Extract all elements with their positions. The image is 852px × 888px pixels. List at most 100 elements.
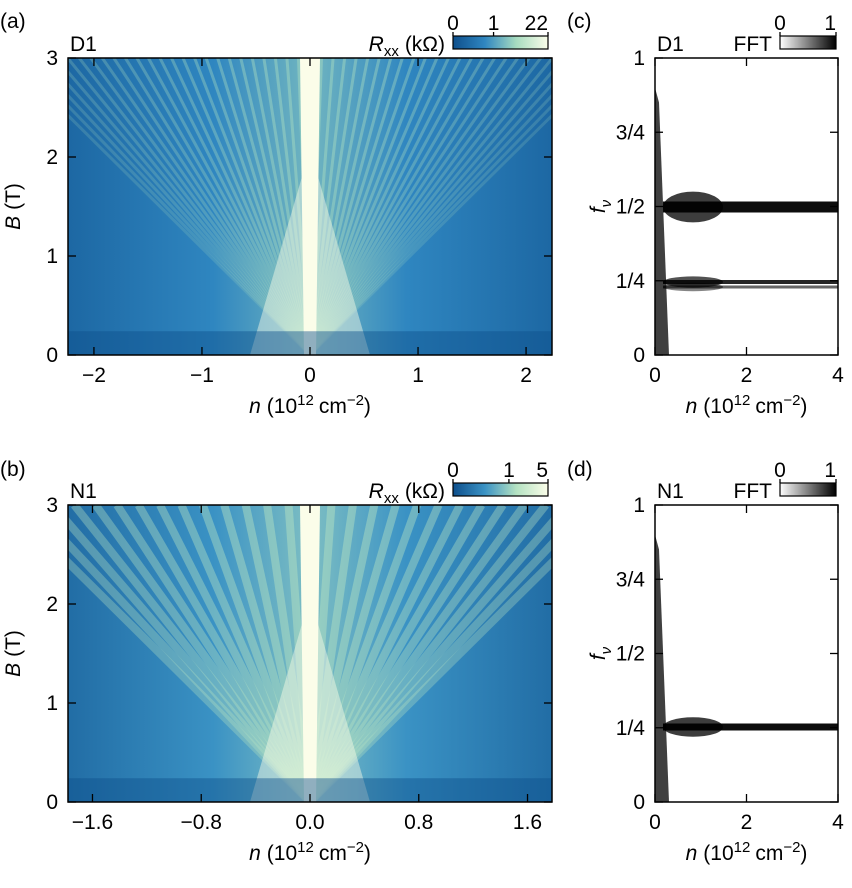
x-axis-label: n (1012 cm−2) [249,392,371,418]
plot-area [655,505,838,802]
x-tick-label: −2 [82,364,106,387]
fan-line [68,516,314,802]
fan-line [306,505,549,802]
fan-line [177,505,314,802]
label-exponent: 12 [297,392,314,409]
fan-line [308,103,552,355]
label-part: cm [755,842,783,865]
fan-line [308,113,552,355]
y-tick-label: 3 [46,494,58,517]
sample-label: N1 [70,480,97,503]
fan-line [92,505,314,802]
label-exponent: 12 [297,839,314,856]
fft-peak-line [663,285,838,289]
fft-peak-blob [663,282,723,292]
colorbar-tick-label: 1 [503,459,515,482]
x-tick-label: 1.6 [513,811,542,834]
fan-line [68,93,312,355]
fan-line [306,505,485,802]
y-tick-label: 3/4 [616,568,646,591]
x-tick-label: 2 [741,811,753,834]
fan-line [308,58,543,355]
plot-area [68,505,552,802]
fan-line [147,58,312,355]
label-part: cm [319,842,347,865]
label-part: (10 [267,395,297,418]
x-tick-label: 0 [649,364,661,387]
fan-line [68,103,312,355]
sample-label: N1 [657,480,684,503]
colorbar-tick-label: 1 [824,459,836,482]
fan-line [263,505,314,802]
y-tick-label: 1 [46,692,58,715]
label-symbol: f [587,205,610,213]
fan-line [308,58,496,355]
fan-line [199,505,314,802]
x-tick-label: −1.6 [72,811,113,834]
colorbar-tick-label: 0 [447,459,459,482]
fan-line [156,505,314,802]
label-unit: (kΩ) [405,480,445,503]
plot-area [68,58,552,355]
label-subscript: xx [384,490,400,507]
y-tick-label: 3/4 [616,121,646,144]
fan-line [135,58,312,355]
colorbar-tick-label: 0 [447,12,459,35]
label-exponent: −2 [783,839,800,856]
x-tick-label: 0 [649,811,661,834]
colorbar-tick-label: 1 [488,12,500,35]
fan-line [308,58,462,355]
label-exponent: −2 [347,839,364,856]
x-tick-label: 2 [520,364,532,387]
fan-line [306,505,421,802]
fan-line [306,505,400,802]
fan-line [241,505,314,802]
fan-line [170,58,312,355]
fan-line [193,58,312,355]
label-symbol: n [249,395,261,418]
fan-line [220,505,314,802]
fan-line [262,58,312,355]
fan-line [308,58,427,355]
fan-line [250,58,312,355]
x-tick-label: −1 [190,364,214,387]
fan-line [306,505,528,802]
charge-neutrality-band [300,505,320,802]
low-field-band [68,778,552,802]
label-part: ) [800,842,807,865]
fan-line [135,505,314,802]
label-part: (10 [267,842,297,865]
colorbar-tick-label: 0 [774,459,786,482]
fan-line [308,58,393,355]
low-density-signal [655,534,669,802]
label-part: (10 [703,395,733,418]
label-unit: (T) [2,630,25,657]
label-part: ) [364,842,371,865]
label-symbol: n [249,842,261,865]
label-symbol: R [369,33,384,56]
fan-line [68,113,312,355]
x-tick-label: 2 [741,364,753,387]
fft-peak-line [663,280,838,284]
fan-line [68,556,313,802]
label-exponent: −2 [347,392,364,409]
fft-peak-blob [663,191,723,223]
fan-line [308,58,439,355]
colorbar [779,35,837,50]
fan-line [216,58,312,355]
label-symbol: n [686,395,698,418]
x-axis-label: n (1012 cm−2) [686,392,808,418]
y-axis-label: B (T) [2,630,25,677]
x-tick-label: 4 [832,811,844,834]
fan-line [308,81,552,355]
colorbar-label: FFT [734,33,773,56]
fan-line [306,505,357,802]
label-subscript: ν [598,199,615,207]
label-subscript: ν [598,646,615,654]
sample-label: D1 [657,33,684,56]
y-axis-label: B (T) [2,183,25,230]
fan-line [308,69,552,355]
y-axis-label: fν [587,646,615,660]
fft-peak-line [663,201,838,213]
fft-background [655,505,838,802]
